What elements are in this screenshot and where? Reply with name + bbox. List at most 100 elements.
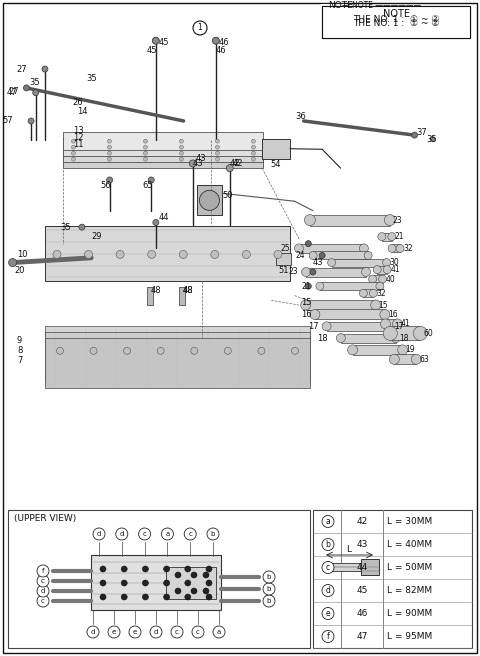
Text: 46: 46 [356, 609, 368, 618]
Circle shape [207, 528, 219, 540]
Circle shape [57, 347, 63, 354]
Circle shape [107, 177, 113, 183]
Circle shape [411, 132, 418, 138]
Circle shape [93, 528, 105, 540]
Text: 36: 36 [296, 112, 306, 121]
Text: e: e [112, 629, 116, 635]
Circle shape [393, 319, 402, 329]
Circle shape [100, 594, 106, 600]
Text: 47: 47 [356, 632, 368, 641]
Circle shape [319, 253, 325, 258]
Circle shape [157, 347, 164, 354]
Circle shape [305, 283, 312, 289]
Text: 40: 40 [385, 275, 396, 283]
Circle shape [388, 245, 396, 253]
Circle shape [252, 139, 255, 143]
Text: L = 40MM: L = 40MM [387, 540, 432, 549]
Circle shape [108, 626, 120, 638]
Bar [63, 144, 264, 162]
Circle shape [378, 233, 386, 241]
Circle shape [263, 583, 275, 595]
Circle shape [72, 157, 75, 161]
Text: 23: 23 [393, 216, 403, 224]
Circle shape [301, 268, 311, 276]
Text: c: c [41, 598, 45, 604]
Bar [315, 310, 385, 319]
Circle shape [384, 215, 396, 226]
Circle shape [90, 347, 97, 354]
Bar [313, 510, 472, 648]
Circle shape [148, 177, 154, 183]
Bar [146, 287, 153, 305]
Circle shape [294, 244, 303, 253]
Text: 35: 35 [60, 222, 71, 232]
Text: 25: 25 [281, 244, 290, 253]
Text: THE NO. 1 :  ① ~ ②: THE NO. 1 : ① ~ ② [353, 14, 439, 24]
Bar [377, 266, 387, 274]
Circle shape [206, 580, 212, 586]
Text: (UPPER VIEW): (UPPER VIEW) [14, 514, 76, 523]
Circle shape [206, 594, 212, 600]
Bar [395, 354, 416, 364]
Circle shape [226, 165, 233, 172]
Text: L = 50MM: L = 50MM [387, 563, 432, 572]
Text: 48: 48 [183, 287, 193, 295]
Bar [372, 275, 383, 283]
Bar [179, 287, 185, 305]
Text: 27: 27 [16, 64, 27, 73]
Bar [45, 226, 290, 281]
Text: 45: 45 [146, 46, 157, 54]
Circle shape [164, 580, 169, 586]
Text: 44: 44 [159, 213, 169, 222]
Circle shape [185, 580, 191, 586]
Circle shape [161, 528, 173, 540]
Circle shape [84, 251, 93, 258]
Text: 35: 35 [86, 74, 97, 83]
Text: d: d [120, 531, 124, 537]
Bar [63, 132, 264, 150]
Circle shape [263, 571, 275, 583]
Circle shape [79, 224, 85, 230]
Bar [276, 253, 291, 265]
Circle shape [310, 310, 320, 319]
Text: 9: 9 [17, 337, 22, 345]
Text: 35: 35 [29, 79, 40, 87]
Circle shape [9, 258, 17, 266]
Text: 17: 17 [395, 322, 404, 331]
Text: 54: 54 [271, 160, 281, 169]
Circle shape [252, 157, 255, 161]
Text: 45: 45 [159, 38, 169, 47]
Bar [385, 319, 397, 329]
Circle shape [310, 269, 316, 275]
Text: 8: 8 [17, 346, 23, 356]
Bar [323, 563, 363, 571]
Text: a: a [165, 531, 169, 537]
Bar [306, 300, 376, 310]
Text: f: f [42, 568, 44, 574]
Circle shape [191, 347, 198, 354]
Bar [63, 150, 264, 168]
Circle shape [376, 282, 384, 290]
Circle shape [143, 594, 148, 600]
Text: 46: 46 [219, 38, 229, 47]
Circle shape [360, 289, 367, 297]
Circle shape [211, 251, 219, 258]
Bar [326, 322, 392, 331]
Text: 18: 18 [399, 334, 408, 342]
Circle shape [191, 588, 197, 594]
Text: d: d [97, 531, 101, 537]
Circle shape [373, 266, 381, 274]
Text: e: e [133, 629, 137, 635]
Text: d: d [325, 586, 330, 595]
Text: 41: 41 [390, 265, 400, 274]
Text: c: c [188, 531, 192, 537]
Circle shape [116, 528, 128, 540]
Text: e: e [326, 609, 330, 618]
Circle shape [316, 282, 324, 290]
Circle shape [144, 157, 147, 161]
Text: c: c [41, 578, 45, 584]
Circle shape [206, 566, 212, 572]
Circle shape [144, 151, 147, 155]
Text: f: f [326, 632, 329, 641]
Circle shape [252, 145, 255, 149]
